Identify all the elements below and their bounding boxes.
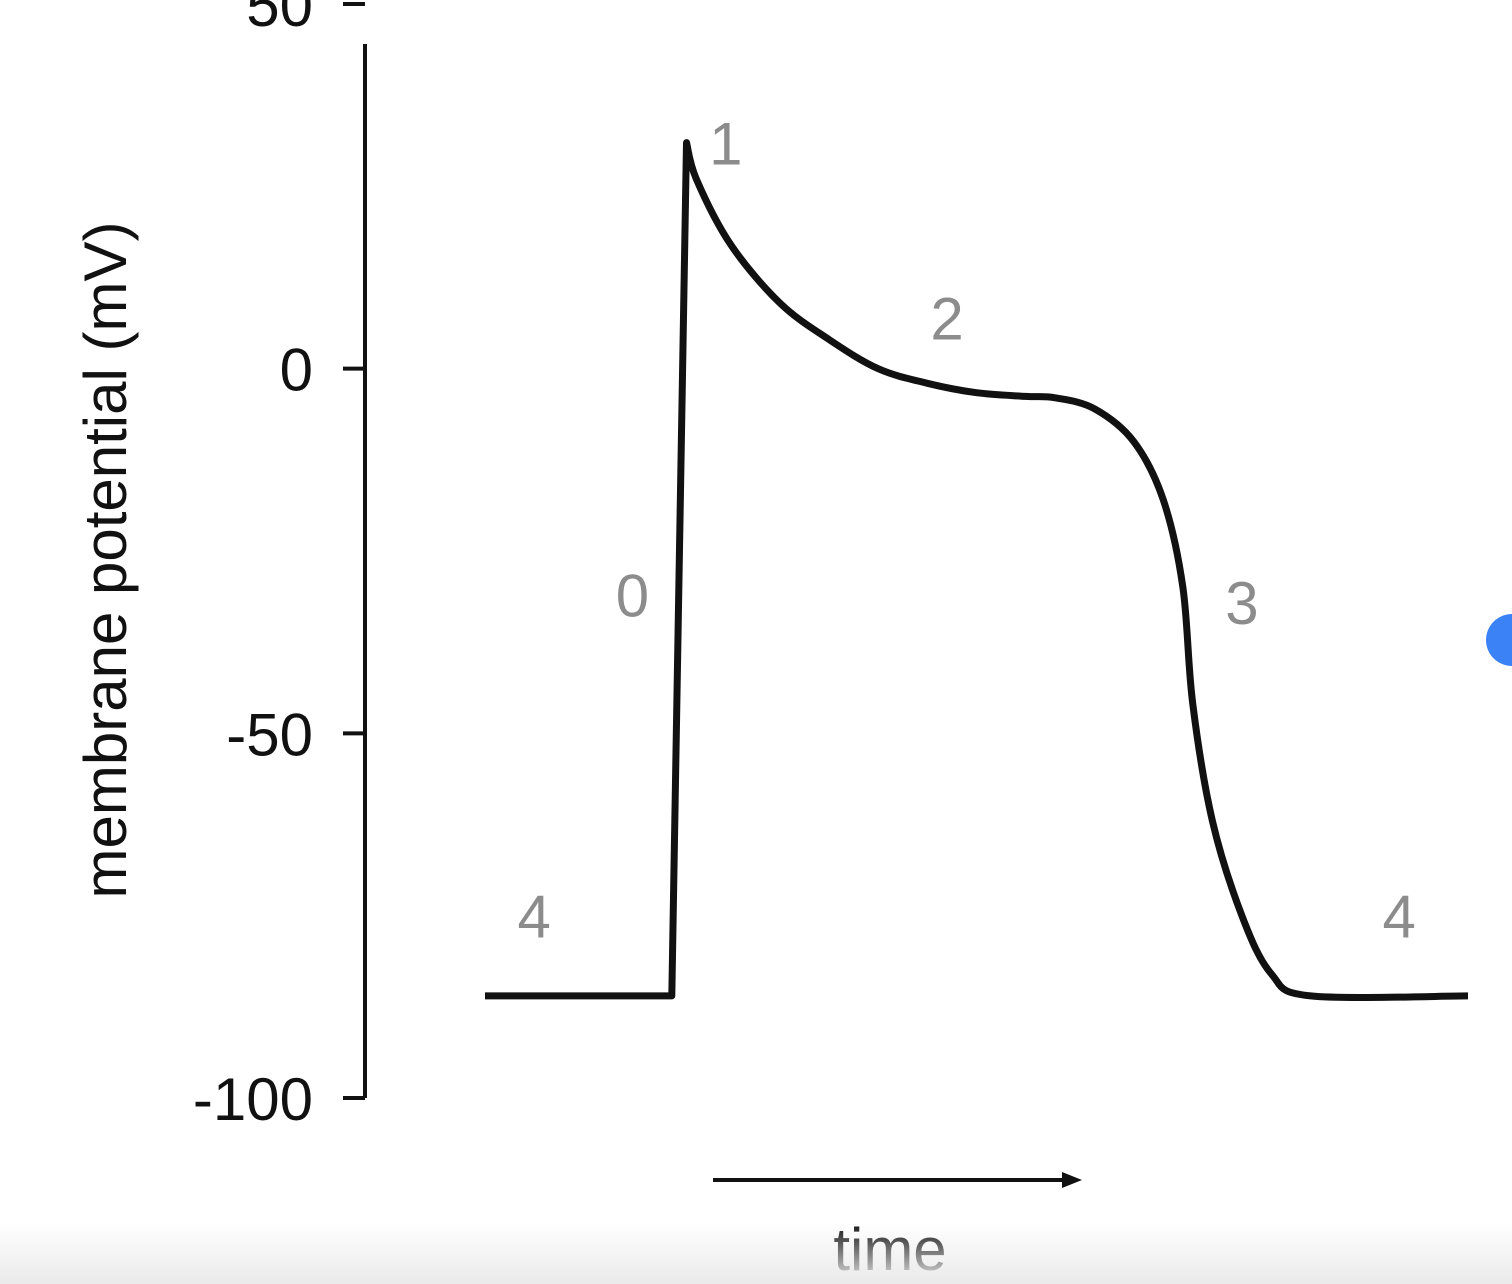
- y-axis-label: membrane potential (mV): [72, 222, 139, 899]
- phase-label-1: 1: [709, 110, 742, 177]
- y-tick-label: 50: [246, 0, 313, 39]
- phase-label-4: 4: [517, 884, 550, 951]
- x-axis-label: time: [833, 1216, 946, 1283]
- y-tick-label: 0: [280, 337, 313, 404]
- phase-label-2: 2: [930, 285, 963, 352]
- phase-label-4: 4: [1383, 884, 1416, 951]
- y-tick-label: -100: [193, 1066, 313, 1133]
- phase-labels: 0 1 2 3 4 4: [517, 110, 1415, 950]
- time-arrow-head: [1062, 1172, 1082, 1188]
- phase-label-0: 0: [616, 563, 649, 630]
- series-layer: [485, 139, 1469, 1001]
- y-tick-label: -50: [226, 701, 313, 768]
- y-axis: -100 -50 0 50: [193, 0, 367, 1133]
- series-line-action-potential: [485, 139, 1469, 1001]
- phase-label-3: 3: [1225, 570, 1258, 637]
